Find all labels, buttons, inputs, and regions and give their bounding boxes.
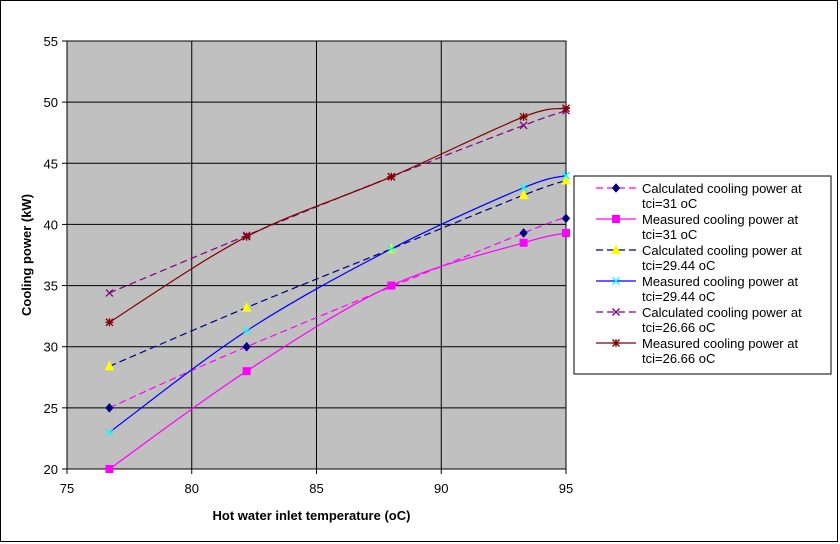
series-3-point	[241, 301, 252, 312]
series-3-line	[109, 179, 567, 367]
y-tick-label: 25	[44, 401, 58, 416]
legend-label: tci=26.66 oC	[642, 351, 715, 366]
legend-label: tci=31 oC	[642, 227, 697, 242]
series-2-point	[387, 281, 396, 290]
legend-marker-stroke	[612, 277, 620, 285]
legend-label: tci=29.44 oC	[642, 289, 715, 304]
x-tick-label: 90	[434, 481, 448, 496]
series-1	[105, 213, 571, 413]
series-4	[105, 171, 570, 437]
legend-marker	[612, 215, 620, 223]
legend-box	[573, 175, 832, 375]
legend-marker	[611, 244, 621, 254]
legend-label: Calculated cooling power at	[642, 305, 802, 320]
series-4-point	[562, 171, 570, 180]
series-6-point	[387, 172, 396, 181]
legend-marker	[612, 339, 620, 347]
legend-label: Measured cooling power at	[642, 336, 798, 351]
series-2-point	[105, 465, 114, 473]
series-4-point-stroke	[242, 326, 251, 335]
series-5-point	[519, 121, 528, 130]
y-tick-label: 45	[44, 156, 58, 171]
series-4-point-stroke	[562, 171, 570, 180]
series-4-point-stroke	[519, 183, 528, 192]
series-6-point	[242, 232, 251, 241]
legend-label: tci=31 oC	[642, 196, 697, 211]
series-3-point	[104, 360, 115, 371]
series-3	[104, 174, 571, 371]
y-tick-label: 40	[44, 217, 58, 232]
series-5-point	[105, 288, 114, 297]
series-5-point-stroke	[105, 288, 114, 297]
x-axis-title: Hot water inlet temperature (oC)	[213, 508, 411, 523]
series-6-point	[105, 318, 114, 327]
series-2-point	[519, 238, 528, 247]
series-4-point	[519, 183, 528, 192]
legend-marker-stroke	[612, 308, 620, 316]
x-tick-label: 75	[60, 481, 74, 496]
series-2-point	[562, 228, 570, 237]
series-6-point	[519, 112, 528, 121]
legend-marker	[611, 183, 621, 193]
series-4-point-stroke	[387, 244, 396, 253]
legend-label: Calculated cooling power at	[642, 243, 802, 258]
legend-marker	[612, 277, 620, 285]
series-1-point	[105, 403, 114, 413]
series-4-point	[105, 428, 114, 437]
x-tick-label: 95	[559, 481, 573, 496]
y-tick-label: 20	[44, 462, 58, 477]
legend-marker	[612, 308, 620, 316]
series-1-point	[561, 213, 571, 224]
series-3-point	[518, 189, 529, 200]
legend-label: tci=29.44 oC	[642, 258, 715, 273]
series-6	[105, 104, 570, 327]
series-6-point	[562, 104, 570, 113]
legend-label: Measured cooling power at	[642, 212, 798, 227]
series-5-point-stroke	[519, 121, 528, 130]
y-axis-title: Cooling power (kW)	[19, 194, 34, 316]
series-1-line	[109, 217, 567, 409]
series-4-point-stroke	[105, 428, 114, 437]
series-1-point	[242, 341, 251, 352]
series-2-point	[242, 367, 251, 376]
series-3-point	[561, 174, 571, 185]
legend-label: Measured cooling power at	[642, 274, 798, 289]
y-tick-label: 55	[44, 34, 58, 49]
legend-label: Calculated cooling power at	[642, 181, 802, 196]
series-1-point	[519, 228, 528, 238]
y-tick-label: 50	[44, 95, 58, 110]
y-tick-label: 35	[44, 279, 58, 294]
legend-label: tci=26.66 oC	[642, 320, 715, 335]
y-tick-label: 30	[44, 340, 58, 355]
x-tick-label: 80	[185, 481, 199, 496]
series-4-point	[242, 326, 251, 335]
series-4-point	[387, 244, 396, 253]
x-tick-label: 85	[309, 481, 323, 496]
series-2	[105, 228, 570, 473]
